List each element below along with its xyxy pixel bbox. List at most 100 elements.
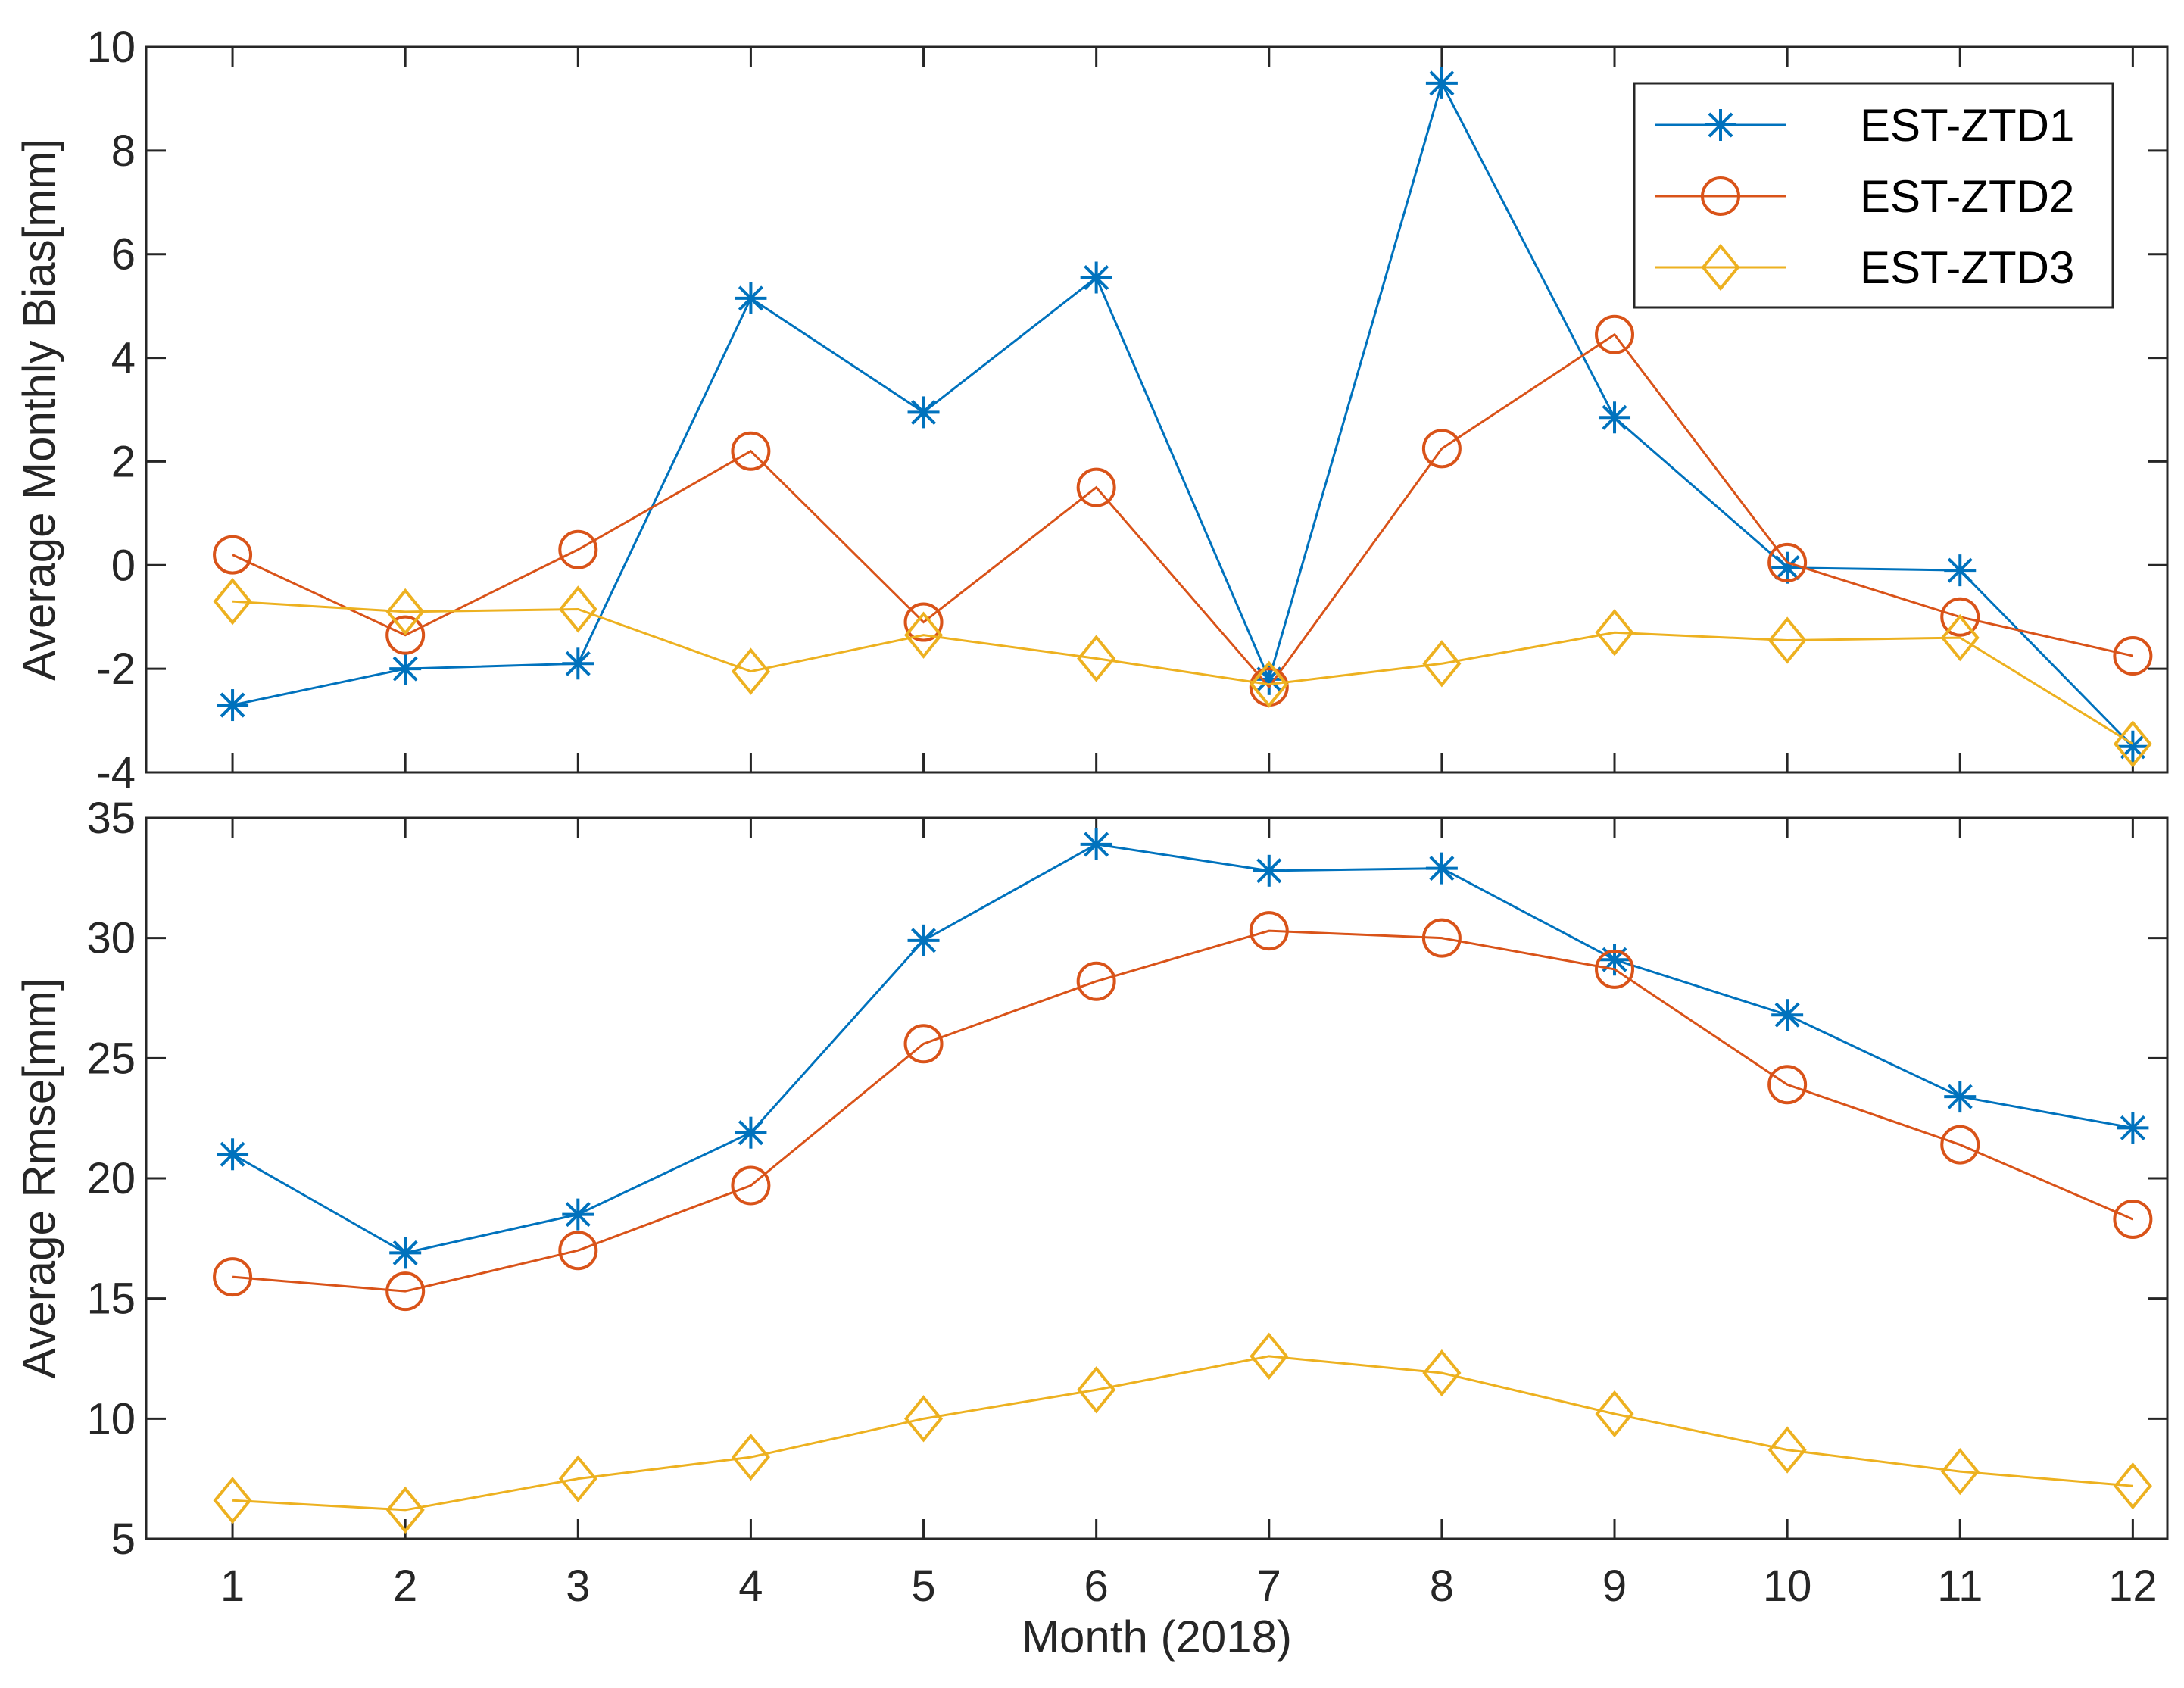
xtick-label-2: 2 xyxy=(393,1562,417,1611)
rmse-point-est-ztd1-11 xyxy=(1944,1081,1977,1113)
rmse-point-est-ztd1-3 xyxy=(562,1198,594,1231)
bias-point-est-ztd1-8 xyxy=(1425,67,1458,99)
bias-line-est-ztd1 xyxy=(232,80,2134,747)
rmse-ytick-label-35: 35 xyxy=(86,794,136,843)
bias-point-est-ztd2-10 xyxy=(1767,542,1808,582)
legend-marker-est-ztd2 xyxy=(1701,176,1740,216)
legend-label-est-ztd2: EST-ZTD2 xyxy=(1860,171,2074,222)
xtick-label-7: 7 xyxy=(1257,1562,1281,1611)
bias-point-est-ztd2-5 xyxy=(903,602,944,642)
rmse-point-est-ztd3-6 xyxy=(1077,1366,1116,1414)
xtick-label-9: 9 xyxy=(1602,1562,1627,1611)
xtick-label-11: 11 xyxy=(1937,1562,1983,1611)
rmse-ytick-label-30: 30 xyxy=(86,914,136,963)
legend-label-est-ztd3: EST-ZTD3 xyxy=(1860,242,2074,293)
xtick-label-5: 5 xyxy=(911,1562,935,1611)
rmse-point-est-ztd2-12 xyxy=(2113,1199,2153,1239)
rmse-point-est-ztd2-9 xyxy=(1595,949,1635,989)
bias-point-est-ztd2-6 xyxy=(1076,467,1116,507)
legend-item-est-ztd1: EST-ZTD1 xyxy=(1655,100,2074,151)
rmse-point-est-ztd3-4 xyxy=(731,1433,770,1481)
legend-label-est-ztd1: EST-ZTD1 xyxy=(1860,100,2074,151)
legend-symbol-est-ztd3 xyxy=(1701,243,1740,292)
bias-point-est-ztd3-2 xyxy=(385,588,425,636)
bias-series-est-ztd2 xyxy=(213,314,2153,707)
x-axis-ticks: 1 2 3 4 5 6 7 8 9 10 11 12 xyxy=(220,1562,2157,1611)
xtick-label-4: 4 xyxy=(738,1562,763,1611)
bias-point-est-ztd2-4 xyxy=(731,431,771,471)
bias-ytick-label-10: 10 xyxy=(86,23,136,72)
bias-point-est-ztd2-12 xyxy=(2113,636,2153,676)
bias-point-est-ztd1-1 xyxy=(217,689,249,722)
bias-ytick-label-8: 8 xyxy=(111,126,136,176)
bias-point-est-ztd2-3 xyxy=(558,529,598,569)
rmse-point-est-ztd3-3 xyxy=(558,1455,597,1502)
rmse-point-est-ztd3-12 xyxy=(2113,1462,2152,1510)
rmse-point-est-ztd3-7 xyxy=(1250,1332,1289,1380)
rmse-point-est-ztd3-9 xyxy=(1595,1390,1634,1438)
bias-point-est-ztd3-10 xyxy=(1767,616,1807,664)
rmse-point-est-ztd3-5 xyxy=(903,1395,944,1443)
bias-line-est-ztd3 xyxy=(232,600,2134,745)
rmse-point-est-ztd1-7 xyxy=(1253,854,1285,887)
rmse-point-est-ztd3-8 xyxy=(1422,1349,1462,1397)
bias-point-est-ztd1-4 xyxy=(735,282,767,314)
rmse-series-est-ztd3 xyxy=(213,1332,2152,1534)
rmse-point-est-ztd2-4 xyxy=(731,1165,771,1206)
legend-marker-est-ztd1 xyxy=(1705,109,1736,141)
rmse-y-ticks: 5 10 15 20 25 30 35 xyxy=(86,794,2167,1564)
bias-series-est-ztd3 xyxy=(213,578,2152,768)
bias-line-est-ztd2 xyxy=(232,332,2133,689)
rmse-ytick-label-25: 25 xyxy=(86,1034,136,1083)
bias-point-est-ztd3-8 xyxy=(1422,640,1462,688)
bias-point-est-ztd3-7 xyxy=(1250,660,1289,708)
bias-point-est-ztd1-2 xyxy=(389,653,422,685)
bias-point-est-ztd2-11 xyxy=(1940,597,1980,637)
rmse-point-est-ztd3-10 xyxy=(1767,1426,1807,1474)
legend-symbol-est-ztd2 xyxy=(1701,176,1740,216)
rmse-point-est-ztd2-10 xyxy=(1767,1065,1808,1105)
bias-y-ticks: -4 -2 0 2 4 6 8 10 xyxy=(86,23,2167,797)
rmse-point-est-ztd2-1 xyxy=(213,1257,253,1297)
rmse-ytick-label-20: 20 xyxy=(86,1154,136,1203)
legend-item-est-ztd3: EST-ZTD3 xyxy=(1655,242,2074,293)
rmse-point-est-ztd1-1 xyxy=(217,1138,249,1171)
rmse-ytick-label-10: 10 xyxy=(86,1394,136,1443)
bias-point-est-ztd3-4 xyxy=(731,647,770,695)
rmse-line-est-ztd2 xyxy=(232,929,2133,1293)
bias-ytick-label-2: -2 xyxy=(96,644,136,694)
rmse-point-est-ztd2-3 xyxy=(558,1231,598,1271)
xtick-label-8: 8 xyxy=(1430,1562,1454,1611)
legend-item-est-ztd2: EST-ZTD2 xyxy=(1655,171,2074,222)
rmse-point-est-ztd1-10 xyxy=(1771,999,1804,1031)
legend: EST-ZTD1 EST-ZTD2 EST-ZTD3 xyxy=(1633,82,2114,309)
bias-point-est-ztd2-1 xyxy=(213,535,253,575)
rmse-point-est-ztd1-8 xyxy=(1425,852,1458,885)
legend-marker-est-ztd3 xyxy=(1701,243,1740,292)
xtick-label-1: 1 xyxy=(220,1562,245,1611)
rmse-point-est-ztd2-11 xyxy=(1940,1125,1980,1165)
xtick-label-12: 12 xyxy=(2108,1562,2157,1611)
bias-point-est-ztd3-5 xyxy=(903,611,944,659)
bias-point-est-ztd1-5 xyxy=(907,396,940,429)
bias-ytick-label-2: 2 xyxy=(111,437,136,486)
bias-point-est-ztd3-3 xyxy=(558,585,597,633)
bias-point-est-ztd1-11 xyxy=(1944,554,1977,587)
bias-point-est-ztd3-6 xyxy=(1077,635,1116,682)
rmse-point-est-ztd2-5 xyxy=(903,1024,944,1064)
rmse-series-est-ztd1 xyxy=(217,828,2149,1269)
x-axis-label: Month (2018) xyxy=(1022,1612,1292,1662)
legend-symbol-est-ztd1 xyxy=(1705,109,1736,141)
rmse-point-est-ztd1-9 xyxy=(1599,944,1631,976)
bias-point-est-ztd1-6 xyxy=(1080,261,1112,294)
bias-point-est-ztd3-1 xyxy=(213,578,252,626)
rmse-line-est-ztd1 xyxy=(232,843,2133,1254)
bias-point-est-ztd2-2 xyxy=(385,615,426,655)
bias-ytick-label-4: 4 xyxy=(111,334,136,383)
bias-point-est-ztd1-10 xyxy=(1771,551,1804,584)
rmse-plot-area xyxy=(145,816,2169,1540)
rmse-point-est-ztd1-6 xyxy=(1080,828,1112,860)
bias-point-est-ztd1-9 xyxy=(1599,401,1631,434)
